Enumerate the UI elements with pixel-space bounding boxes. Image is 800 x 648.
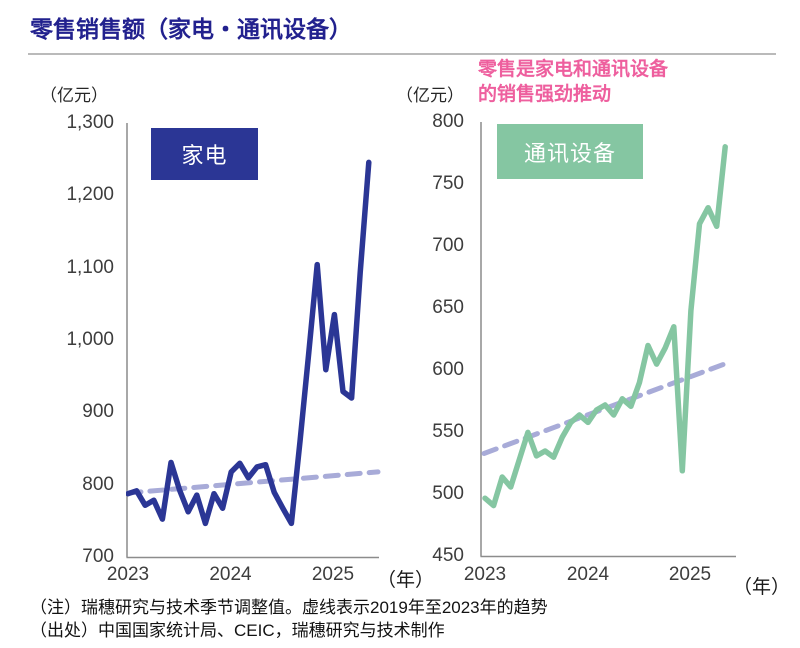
appliances-y-tick-label: 900	[82, 401, 114, 423]
appliances-series-line	[126, 159, 372, 527]
communications-legend-label: 通讯设备	[523, 140, 616, 166]
page-title: 零售销售额（家电・通讯设备）	[30, 16, 352, 42]
appliances-y-tick-label: 1,000	[66, 328, 114, 350]
communications-plot	[480, 122, 736, 558]
right-x-axis-year-label: （年）	[733, 577, 791, 598]
appliances-x-tick-label: 2025	[311, 564, 355, 585]
appliances-legend-label: 家电	[181, 143, 228, 168]
communications-series-line	[482, 144, 728, 509]
communications-x-tick-label: 2024	[566, 564, 610, 585]
appliances-y-tick-label: 1,200	[66, 184, 114, 206]
communications-y-tick-label: 500	[432, 483, 464, 504]
annotation: 零售是家电和通讯设备 的销售强劲推动	[478, 57, 668, 107]
communications-y-tick-label: 800	[432, 111, 464, 132]
annotation-line2: 的销售强劲推动	[478, 84, 612, 105]
communications-y-tick-label: 450	[432, 545, 464, 566]
communications-x-tick-label: 2025	[668, 564, 712, 585]
communications-y-tick-label: 750	[432, 173, 464, 194]
footer-source: （出处）中国国家统计局、CEIC，瑞穗研究与技术制作	[30, 621, 445, 640]
communications-x-tick-label: 2023	[463, 564, 507, 585]
communications-y-tick-label: 600	[432, 359, 464, 380]
communications-y-tick-label: 650	[432, 297, 464, 318]
appliances-y-tick-label: 1,300	[66, 112, 114, 133]
appliances-x-tick-label: 2024	[209, 564, 252, 585]
annotation-line1: 零售是家电和通讯设备	[478, 59, 669, 80]
communications-axes	[480, 122, 736, 558]
appliances-plot	[126, 123, 381, 559]
footer-note: （注）瑞穗研究与技术季节调整值。虚线表示2019年至2023年的趋势	[30, 598, 548, 617]
appliances-x-tick-label: 2023	[106, 564, 150, 585]
communications-legend: 通讯设备	[497, 124, 643, 179]
title-divider	[28, 53, 776, 55]
appliances-y-tick-label: 800	[82, 473, 114, 495]
communications-y-tick-label: 700	[432, 235, 464, 256]
left-x-axis-year-label: （年）	[377, 570, 435, 591]
right-axis-unit: （亿元）	[396, 86, 464, 105]
left-axis-unit: （亿元）	[40, 86, 108, 105]
appliances-legend: 家电	[151, 128, 258, 180]
communications-y-tick-label: 550	[432, 421, 464, 442]
footer: （注）瑞穗研究与技术季节调整值。虚线表示2019年至2023年的趋势 （出处）中…	[30, 596, 548, 642]
appliances-y-tick-label: 1,100	[66, 256, 114, 278]
appliances-y-tick-label: 700	[82, 545, 114, 567]
appliances-axes	[126, 123, 379, 559]
